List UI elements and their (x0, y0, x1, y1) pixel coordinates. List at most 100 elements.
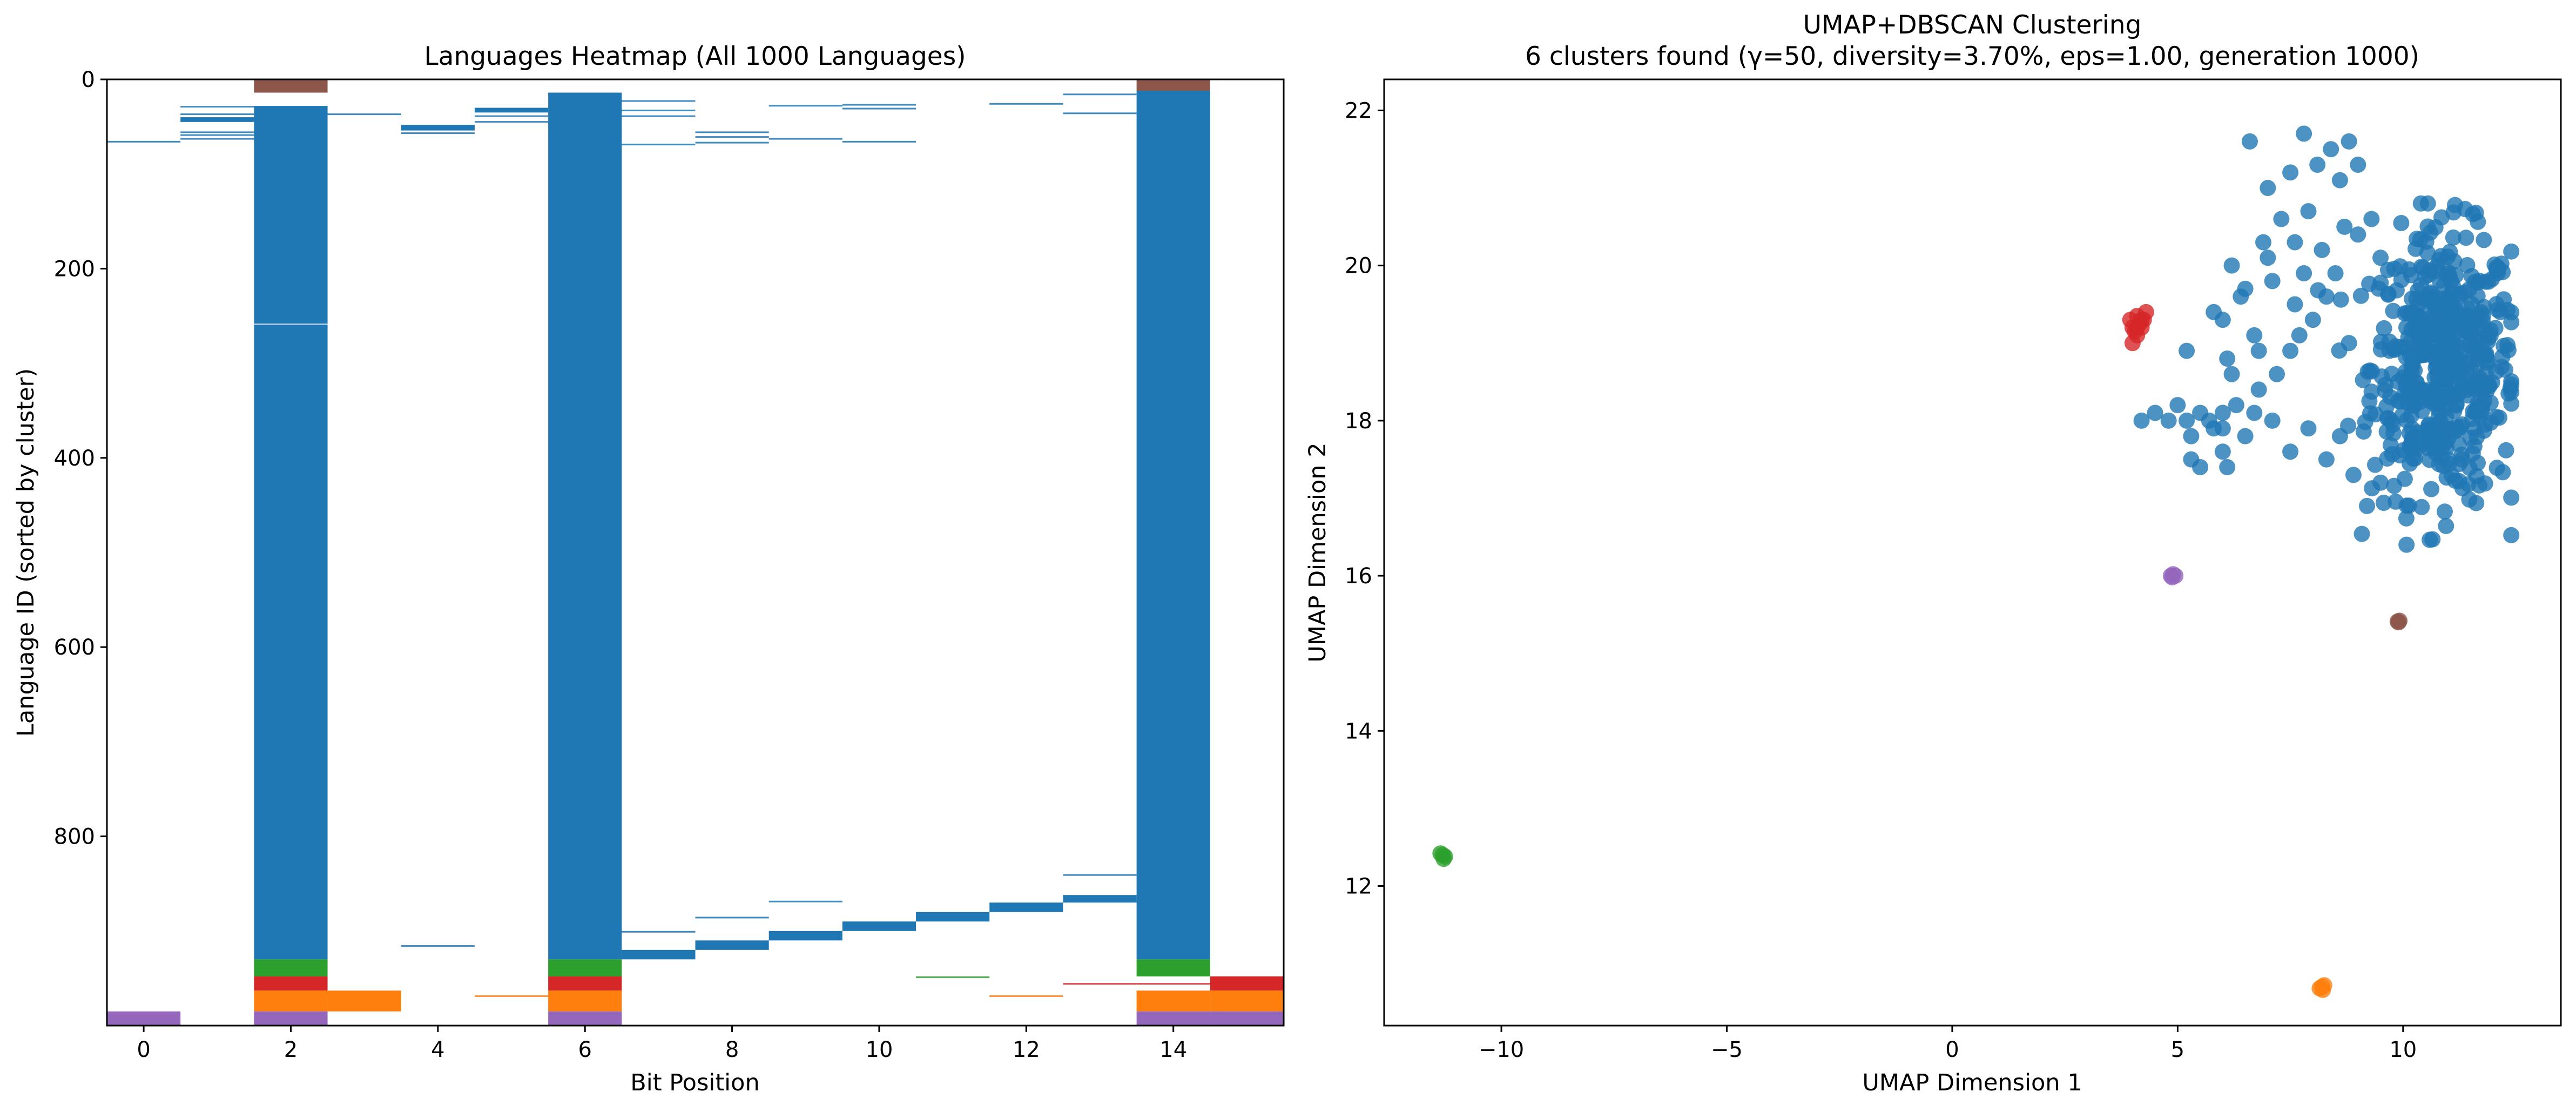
scatter-title-line1: UMAP+DBSCAN Clustering (1803, 10, 2142, 40)
scatter-point-main-515 (2429, 356, 2445, 373)
scatter-point-main-32 (2219, 350, 2236, 367)
heatmap-line-18 (695, 131, 769, 133)
heatmap-line-34 (1063, 983, 1137, 985)
scatter-point-main-48 (2192, 459, 2209, 476)
scatter-point-main-563 (2375, 494, 2392, 511)
scatter-point-main-22 (2336, 218, 2353, 235)
scatter-point-main-43 (2179, 412, 2195, 429)
scatter-point-main-509 (2355, 423, 2372, 440)
heatmap-line-3 (180, 131, 254, 133)
scatter-y-label: UMAP Dimension 2 (1304, 442, 1331, 662)
heatmap-block-8 (254, 976, 328, 991)
scatter-point-main-378 (2458, 230, 2474, 246)
heatmap-line-7 (327, 113, 401, 116)
heatmap-block-28 (180, 117, 254, 122)
scatter-y-ticks: 12 14 16 18 20 22 (1345, 98, 1384, 899)
heatmap-x-tick-label: 2 (284, 1037, 298, 1062)
scatter-point-main-41 (2160, 412, 2177, 429)
heatmap-block-25 (916, 912, 990, 922)
scatter-point-brown-2 (2389, 613, 2406, 630)
scatter-point-main-23 (2350, 226, 2366, 243)
scatter-point-purple-3 (2164, 569, 2181, 585)
scatter-point-red-9 (2127, 323, 2143, 340)
scatter-point-main-511 (2403, 407, 2420, 424)
scatter-point-main-16 (2264, 273, 2281, 289)
heatmap-x-label: Bit Position (630, 1069, 759, 1096)
scatter-chart: UMAP+DBSCAN Clustering 6 clusters found … (1304, 10, 2562, 1096)
scatter-point-main-52 (2250, 381, 2267, 398)
heatmap-line-26 (842, 107, 916, 110)
scatter-point-main-547 (2424, 292, 2441, 308)
scatter-point-main-556 (2457, 201, 2473, 218)
heatmap-line-28 (916, 976, 990, 978)
scatter-point-main-572 (2384, 446, 2400, 462)
scatter-point-main-310 (2331, 342, 2348, 359)
scatter-point-main-10 (2287, 234, 2303, 251)
scatter-point-main-164 (2393, 214, 2410, 231)
scatter-point-main-51 (2201, 412, 2217, 429)
scatter-point-green-3 (1435, 851, 1452, 867)
scatter-point-main-5 (2323, 141, 2339, 158)
scatter-point-main-584 (2438, 517, 2454, 534)
scatter-point-main-554 (2367, 406, 2384, 423)
scatter-point-main-570 (2435, 329, 2452, 346)
heatmap-x-tick-label: 8 (725, 1037, 739, 1062)
scatter-point-main-567 (2447, 267, 2464, 284)
heatmap-y-ticks: 0 200 400 600 800 (54, 68, 107, 850)
heatmap-x-tick-label: 10 (866, 1037, 893, 1062)
heatmap-title: Languages Heatmap (All 1000 Languages) (424, 42, 966, 71)
scatter-point-main-368 (2377, 376, 2394, 393)
heatmap-line-12 (474, 995, 549, 997)
scatter-point-main-50 (2219, 459, 2236, 476)
scatter-point-main-528 (2440, 290, 2457, 307)
heatmap-line-14 (622, 110, 696, 112)
scatter-point-main-395 (2364, 480, 2381, 497)
heatmap-line-4 (180, 134, 254, 136)
scatter-point-main-55 (2300, 420, 2317, 437)
scatter-point-main-481 (2419, 218, 2436, 235)
scatter-point-main-546 (2471, 477, 2487, 494)
scatter-point-main-484 (2340, 417, 2357, 434)
heatmap-block-9 (548, 976, 622, 991)
scatter-point-main-525 (2402, 370, 2418, 387)
scatter-point-red-11 (2129, 308, 2146, 324)
scatter-point-main-575 (2487, 320, 2504, 336)
scatter-point-main-355 (2400, 497, 2417, 514)
heatmap-line-21 (695, 916, 769, 919)
scatter-point-main-561 (2451, 473, 2467, 489)
heatmap-chart: Languages Heatmap (All 1000 Languages) 0… (12, 42, 1285, 1096)
heatmap-y-tick-label: 600 (54, 635, 95, 660)
scatter-point-main-37 (2237, 428, 2254, 444)
heatmap-line-8 (401, 132, 475, 134)
scatter-point-main-483 (2408, 240, 2424, 257)
heatmap-line-1 (180, 106, 254, 108)
heatmap-line-11 (474, 121, 549, 123)
scatter-point-orange-3 (2315, 981, 2331, 998)
scatter-point-main-534 (2476, 232, 2492, 248)
scatter-point-main-262 (2503, 489, 2520, 506)
scatter-point-main-510 (2354, 525, 2370, 542)
scatter-point-main-503 (2463, 268, 2480, 285)
scatter-point-main-30 (2282, 342, 2299, 359)
heatmap-block-12 (327, 990, 401, 1012)
scatter-point-main-460 (2492, 304, 2508, 320)
scatter-point-main-506 (2469, 428, 2485, 445)
scatter-point-main-576 (2482, 394, 2499, 411)
heatmap-line-0 (107, 140, 181, 143)
scatter-point-main-243 (2468, 495, 2485, 511)
scatter-point-main-252 (2498, 442, 2514, 459)
scatter-point-main-562 (2410, 428, 2427, 445)
scatter-title-line2: 6 clusters found (γ=50, diversity=3.70%,… (1525, 42, 2419, 71)
heatmap-block-0 (254, 79, 328, 93)
scatter-point-main-469 (2457, 309, 2474, 326)
scatter-point-main-87 (2423, 481, 2440, 497)
scatter-point-main-353 (2470, 213, 2486, 230)
scatter-point-main-2 (2282, 164, 2299, 181)
heatmap-block-20 (1210, 1011, 1284, 1026)
scatter-point-main-349 (2436, 503, 2453, 520)
scatter-point-main-412 (2385, 302, 2402, 319)
scatter-point-main-517 (2503, 314, 2520, 331)
scatter-point-main-35 (2214, 405, 2231, 421)
scatter-point-main-351 (2422, 531, 2438, 548)
